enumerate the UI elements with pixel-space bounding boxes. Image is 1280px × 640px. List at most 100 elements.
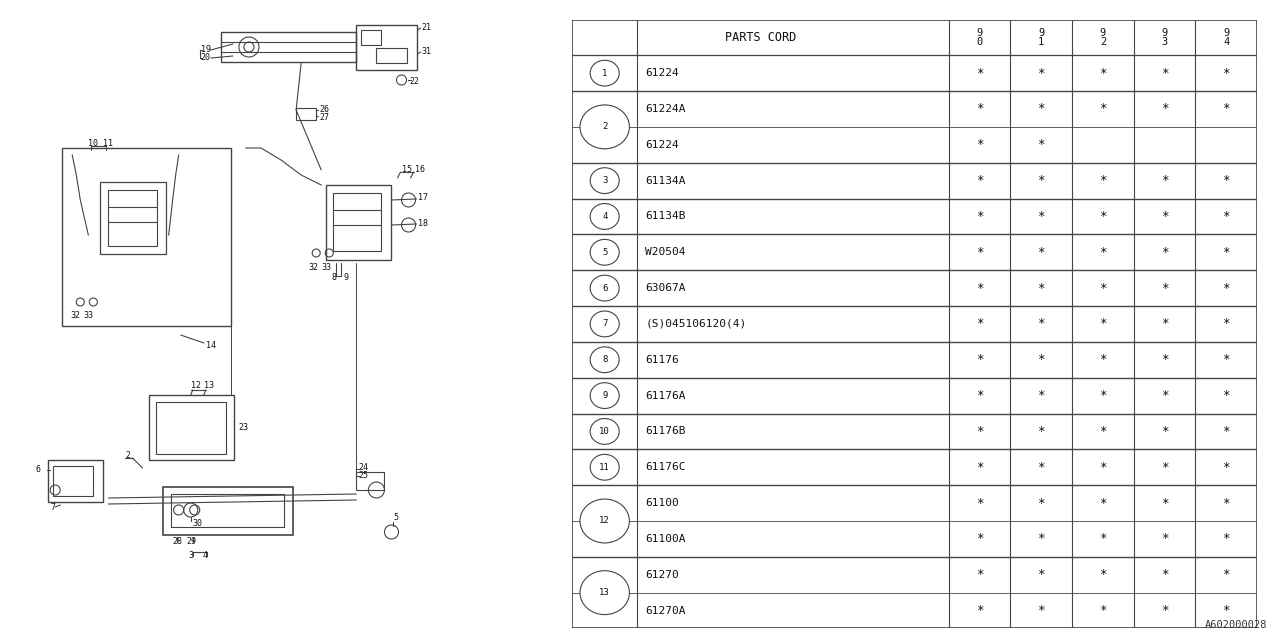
Text: *: * <box>975 389 983 402</box>
Circle shape <box>590 347 620 372</box>
Text: 61100A: 61100A <box>645 534 686 544</box>
Bar <box>326 185 392 260</box>
Text: *: * <box>1161 174 1169 187</box>
Text: 2: 2 <box>125 451 131 460</box>
Text: PARTS CORD: PARTS CORD <box>724 31 796 44</box>
Text: *: * <box>1038 461 1044 474</box>
Text: 61176A: 61176A <box>645 390 686 401</box>
Bar <box>296 108 316 120</box>
Text: 6: 6 <box>35 465 40 474</box>
Bar <box>361 30 381 45</box>
Text: *: * <box>1038 138 1044 151</box>
Text: 61270A: 61270A <box>645 605 686 616</box>
Text: 32: 32 <box>308 262 319 271</box>
Text: *: * <box>1100 246 1107 259</box>
Text: *: * <box>1038 353 1044 366</box>
Text: *: * <box>1038 425 1044 438</box>
Text: *: * <box>1222 246 1230 259</box>
Text: 17: 17 <box>417 193 428 202</box>
Text: 61176: 61176 <box>645 355 680 365</box>
Text: 9
4: 9 4 <box>1222 28 1229 47</box>
Text: 61176B: 61176B <box>645 426 686 436</box>
Text: 61134B: 61134B <box>645 211 686 221</box>
Text: 19: 19 <box>201 45 211 54</box>
Text: 61176C: 61176C <box>645 462 686 472</box>
Text: 7: 7 <box>50 502 55 511</box>
Text: *: * <box>1038 497 1044 509</box>
Circle shape <box>590 454 620 480</box>
Text: 10: 10 <box>599 427 611 436</box>
Bar <box>148 395 234 460</box>
Text: 8: 8 <box>602 355 608 364</box>
Text: 6: 6 <box>602 284 608 292</box>
Text: 28: 28 <box>173 538 183 547</box>
Text: *: * <box>975 174 983 187</box>
Text: *: * <box>975 282 983 294</box>
Text: 11: 11 <box>104 138 114 147</box>
Text: 2: 2 <box>602 122 608 131</box>
Text: *: * <box>1222 353 1230 366</box>
Text: *: * <box>1100 461 1107 474</box>
Text: 3: 3 <box>188 550 193 559</box>
Circle shape <box>590 383 620 408</box>
Text: *: * <box>1222 102 1230 115</box>
Text: 18: 18 <box>417 218 428 227</box>
Text: 8: 8 <box>332 273 337 282</box>
Text: *: * <box>1100 102 1107 115</box>
Circle shape <box>580 105 630 149</box>
Text: 13: 13 <box>204 381 214 390</box>
Bar <box>333 193 381 251</box>
Text: 4: 4 <box>602 212 608 221</box>
Text: 5: 5 <box>393 513 398 522</box>
Bar <box>170 494 284 527</box>
Text: 61224: 61224 <box>645 140 680 150</box>
Text: *: * <box>1222 532 1230 545</box>
Text: *: * <box>1038 532 1044 545</box>
Text: *: * <box>1100 389 1107 402</box>
Text: 9
1: 9 1 <box>1038 28 1044 47</box>
Bar <box>100 182 165 254</box>
Bar <box>376 48 407 63</box>
Text: *: * <box>1222 497 1230 509</box>
Text: *: * <box>975 353 983 366</box>
Text: 61134A: 61134A <box>645 175 686 186</box>
Text: 27: 27 <box>319 113 329 122</box>
Text: *: * <box>975 604 983 617</box>
Text: *: * <box>1038 389 1044 402</box>
Text: *: * <box>1222 604 1230 617</box>
Text: 33: 33 <box>83 310 93 319</box>
Text: *: * <box>1038 67 1044 79</box>
Text: 12: 12 <box>191 381 201 390</box>
Text: 29: 29 <box>187 538 197 547</box>
Text: *: * <box>975 497 983 509</box>
Text: *: * <box>1100 317 1107 330</box>
Text: *: * <box>1161 461 1169 474</box>
Text: 1: 1 <box>602 68 608 77</box>
Text: *: * <box>1161 67 1169 79</box>
Bar <box>356 472 384 490</box>
Text: *: * <box>975 532 983 545</box>
Text: *: * <box>1222 282 1230 294</box>
Text: *: * <box>975 568 983 581</box>
Circle shape <box>580 499 630 543</box>
Text: 7: 7 <box>602 319 608 328</box>
Text: 22: 22 <box>410 77 420 86</box>
Text: *: * <box>1222 389 1230 402</box>
Text: *: * <box>1161 282 1169 294</box>
Circle shape <box>590 60 620 86</box>
Text: *: * <box>975 246 983 259</box>
Text: *: * <box>1222 174 1230 187</box>
Text: *: * <box>1222 317 1230 330</box>
Text: *: * <box>1161 246 1169 259</box>
Text: *: * <box>1222 67 1230 79</box>
Text: *: * <box>1161 317 1169 330</box>
Text: 4: 4 <box>202 550 207 559</box>
Text: *: * <box>975 102 983 115</box>
Text: 9
2: 9 2 <box>1100 28 1106 47</box>
Bar <box>221 32 356 62</box>
Text: A602000028: A602000028 <box>1204 620 1267 630</box>
Text: *: * <box>1100 425 1107 438</box>
Text: 16: 16 <box>415 166 425 175</box>
Text: 61100: 61100 <box>645 498 680 508</box>
Text: 30: 30 <box>193 518 202 527</box>
